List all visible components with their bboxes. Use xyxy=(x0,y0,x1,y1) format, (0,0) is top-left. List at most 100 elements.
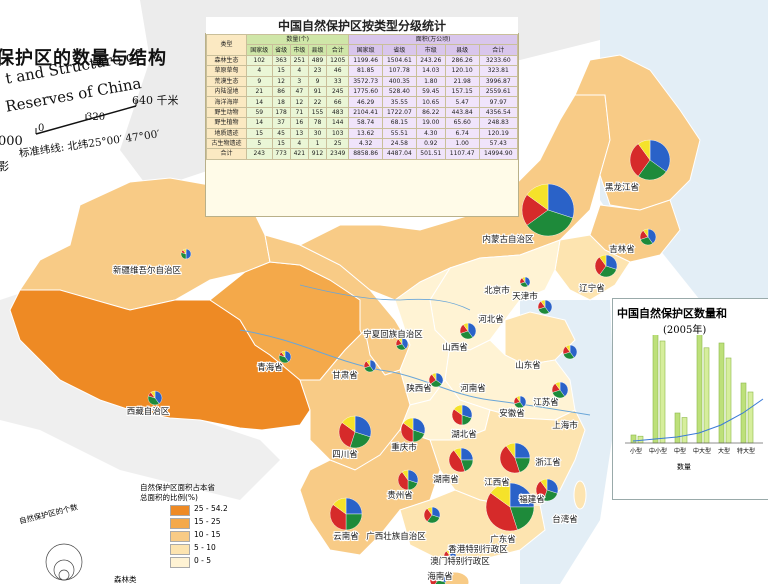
inset-x-label: 小型 xyxy=(630,447,642,455)
sub-header: 国家级 xyxy=(246,44,273,56)
province-label-shaanxi: 陕西省 xyxy=(406,383,432,394)
pie-slice xyxy=(398,337,403,345)
table-cell: 33 xyxy=(326,75,350,87)
province-label-hongkong: 香港特别行政区 xyxy=(448,544,508,555)
table-cell: 1 xyxy=(307,137,328,150)
row-label: 地质遗迹 xyxy=(205,127,248,139)
left-fragment: 影 xyxy=(0,160,9,173)
pie-slice xyxy=(637,139,651,161)
table-cell: 18 xyxy=(271,96,291,108)
table-cell: 86 xyxy=(271,85,291,98)
pie-slice xyxy=(490,482,511,508)
sub-header: 县级 xyxy=(307,44,328,56)
table-cell: 178 xyxy=(271,106,291,119)
table-cell: 22 xyxy=(307,96,328,108)
table-cell: 912 xyxy=(307,148,328,160)
table-body: 森林生态 102 363 251 489 1205 1199.46 1504.61 243.26… xyxy=(205,54,519,160)
table-cell: 12 xyxy=(289,96,309,108)
sub-header: 省级 xyxy=(382,44,417,56)
pie-charts xyxy=(147,139,671,584)
legend-class-label: 5 - 10 xyxy=(194,543,216,552)
table-cell: 13.62 xyxy=(348,127,383,139)
table-cell: 30 xyxy=(307,127,328,139)
inset-bar xyxy=(703,347,710,444)
province-label-jiangsu: 江苏省 xyxy=(533,397,559,408)
table-cell: 15 xyxy=(246,127,273,139)
table-cell: 57.43 xyxy=(478,137,519,150)
river-line-north xyxy=(299,284,471,311)
legend-swatch xyxy=(170,505,190,516)
inset-bar xyxy=(718,342,725,444)
table-row: 地质遗迹 15 45 13 30 103 13.62 55.51 4.30 6.74 120.19 xyxy=(205,127,519,139)
table-cell: 363 xyxy=(271,54,291,67)
pie-slice xyxy=(555,381,561,391)
legend-count-title: 自然保护区的个数 xyxy=(18,502,79,526)
row-label: 荒漠生态 xyxy=(205,75,248,87)
row-label: 野生植物 xyxy=(205,117,248,129)
legend-class: 25 - 54.2 xyxy=(170,504,280,516)
pie-slice xyxy=(647,228,657,244)
table-cell: 97.97 xyxy=(478,96,519,108)
table-cell: 1199.46 xyxy=(348,54,383,67)
pie-slice xyxy=(354,415,372,438)
table-cell: 1722.07 xyxy=(382,106,417,119)
table-cell: 1.00 xyxy=(444,137,480,150)
province-label-macao: 澳门特别行政区 xyxy=(430,556,490,567)
pie-slice xyxy=(150,390,156,399)
table-cell: 21 xyxy=(246,85,273,98)
pie-slice xyxy=(403,417,414,431)
table-cell: 46 xyxy=(326,65,350,77)
table-cell: 528.40 xyxy=(382,85,417,98)
table-cell: 46.29 xyxy=(348,96,383,108)
province-label-shanghai: 上海市 xyxy=(552,420,578,431)
legend-swatch xyxy=(170,518,190,529)
pie-slice xyxy=(446,549,451,557)
pie-slice xyxy=(463,322,469,332)
inset-title-2: (2005年) xyxy=(663,325,707,336)
table-cell: 2559.61 xyxy=(478,85,519,98)
table-cell: 91 xyxy=(307,85,328,98)
table-cell: 483 xyxy=(326,106,350,119)
title-block: 保护区的数量与结构 t and Structure of Reserves of… xyxy=(0,40,200,200)
inset-bar xyxy=(681,417,688,444)
province-label-heilongjiang: 黑龙江省 xyxy=(605,182,640,193)
pie-slice xyxy=(559,381,569,397)
table-cell: 3 xyxy=(289,75,309,87)
header-count: 数量(个) xyxy=(246,33,350,46)
inset-bar xyxy=(725,357,732,444)
legend-class: 10 - 15 xyxy=(170,530,280,542)
province-label-hubei: 湖北省 xyxy=(451,429,477,440)
legend-class: 5 - 10 xyxy=(170,543,280,555)
pie-slice xyxy=(431,372,437,381)
river-line xyxy=(239,329,591,416)
scale-label-640: 640 千米 xyxy=(132,94,179,107)
legend-class: 0 - 5 xyxy=(170,556,280,568)
table-cell: 443.84 xyxy=(444,106,480,119)
inset-bar xyxy=(747,391,754,444)
table-cell: 68.15 xyxy=(382,117,417,129)
table-cell: 9 xyxy=(307,75,328,87)
row-label: 草原草甸 xyxy=(205,65,248,77)
province-label-liaoning: 辽宁省 xyxy=(579,283,605,294)
inset-line xyxy=(632,398,764,442)
province-label-shanxi: 山西省 xyxy=(442,342,468,353)
sub-header-row: 国家级 省级 市级 县级 合计 国家级 省级 市级 县级 合计 xyxy=(207,44,519,56)
table-cell: 2349 xyxy=(326,148,350,160)
inset-x-label: 特大型 xyxy=(737,447,755,455)
table-cell: 35.55 xyxy=(382,96,417,108)
table-row: 草原草甸 4 15 4 23 46 81.85 107.78 14.03 120.10 323.81 xyxy=(205,65,519,77)
table-cell: 4 xyxy=(246,65,273,77)
table-cell: 120.19 xyxy=(478,127,519,139)
table-cell: 4.32 xyxy=(348,137,383,150)
table-cell: 14 xyxy=(246,117,273,129)
inset-bar xyxy=(696,335,703,444)
sub-header: 市级 xyxy=(289,44,309,56)
province-label-neimenggu: 内蒙古自治区 xyxy=(482,234,534,245)
pie-slice xyxy=(629,143,651,177)
table-cell: 1.80 xyxy=(415,75,446,87)
table-cell: 37 xyxy=(271,117,291,129)
province-xizang xyxy=(9,289,311,431)
pie-slice xyxy=(341,415,356,433)
province-label-fujian: 福建省 xyxy=(519,494,545,505)
